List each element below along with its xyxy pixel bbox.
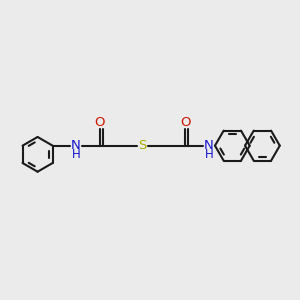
- Text: H: H: [72, 148, 80, 161]
- Text: S: S: [138, 139, 147, 152]
- Text: O: O: [180, 116, 190, 129]
- Text: N: N: [71, 139, 81, 152]
- Text: N: N: [204, 139, 214, 152]
- Text: O: O: [95, 116, 105, 129]
- Text: H: H: [205, 148, 213, 161]
